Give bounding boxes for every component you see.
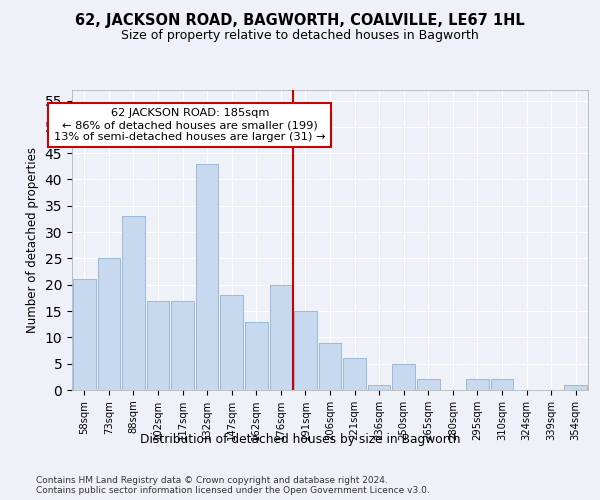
Bar (146, 300, 169, 390)
Bar (122, 216, 145, 390)
Bar (392, 364, 415, 390)
Bar (73, 280, 95, 390)
Bar (417, 380, 440, 390)
Bar (491, 380, 514, 390)
Bar (269, 284, 292, 390)
Bar (565, 384, 587, 390)
Text: Size of property relative to detached houses in Bagworth: Size of property relative to detached ho… (121, 29, 479, 42)
Bar (319, 342, 341, 390)
Y-axis label: Number of detached properties: Number of detached properties (26, 147, 39, 333)
Bar (196, 164, 218, 390)
Bar (343, 358, 366, 390)
Text: Distribution of detached houses by size in Bagworth: Distribution of detached houses by size … (140, 432, 460, 446)
Bar (466, 380, 489, 390)
Text: 62, JACKSON ROAD, BAGWORTH, COALVILLE, LE67 1HL: 62, JACKSON ROAD, BAGWORTH, COALVILLE, L… (75, 12, 525, 28)
Bar (171, 300, 194, 390)
Bar (294, 311, 317, 390)
Text: Contains HM Land Registry data © Crown copyright and database right 2024.
Contai: Contains HM Land Registry data © Crown c… (36, 476, 430, 495)
Bar (98, 258, 120, 390)
Bar (368, 384, 391, 390)
Bar (220, 296, 243, 390)
Text: 62 JACKSON ROAD: 185sqm
← 86% of detached houses are smaller (199)
13% of semi-d: 62 JACKSON ROAD: 185sqm ← 86% of detache… (54, 108, 326, 142)
Bar (245, 322, 268, 390)
